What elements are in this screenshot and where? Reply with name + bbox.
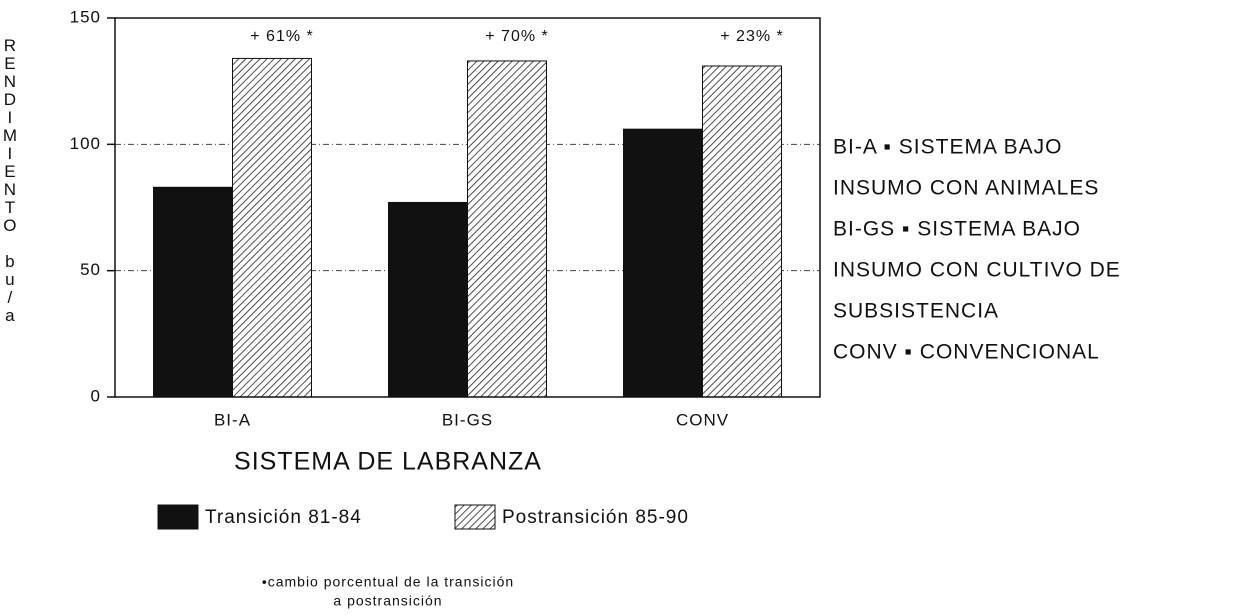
plot-frame: [114, 17, 821, 398]
bar: [702, 65, 782, 398]
footnote: •cambio porcentual de la transición: [262, 574, 514, 590]
footnote: a postransición: [333, 593, 442, 609]
note: INSUMO CON CULTIVO DE: [833, 259, 1121, 282]
annotation: + 70% *: [485, 28, 548, 45]
bar: [623, 128, 703, 398]
bar: [467, 60, 547, 398]
legend-label: Postransición 85-90: [502, 507, 689, 528]
x-tick-label: BI-GS: [442, 410, 493, 429]
bar: [388, 201, 468, 398]
note: BI-GS ▪ SISTEMA BAJO: [833, 218, 1081, 241]
note: CONV ▪ CONVENCIONAL: [833, 341, 1100, 364]
note: SUBSISTENCIA: [833, 300, 999, 323]
y-axis-label: RENDIMIENTO bu/a: [0, 36, 20, 324]
y-tick-label: 150: [70, 7, 101, 26]
bar: [232, 57, 312, 398]
y-tick-label: 0: [91, 386, 101, 405]
legend-swatch: [157, 504, 199, 530]
annotation: + 61% *: [250, 28, 313, 45]
annotation: + 23% *: [720, 28, 783, 45]
note: BI-A ▪ SISTEMA BAJO: [833, 136, 1063, 159]
bar: [153, 186, 233, 398]
y-tick-label: 100: [70, 134, 101, 153]
x-axis-label: SISTEMA DE LABRANZA: [234, 448, 542, 476]
x-tick-label: BI-A: [214, 410, 251, 429]
legend-label: Transición 81-84: [205, 507, 362, 528]
y-tick-label: 50: [80, 260, 101, 279]
x-tick-label: CONV: [676, 410, 729, 429]
legend-swatch: [454, 504, 496, 530]
note: INSUMO CON ANIMALES: [833, 177, 1099, 200]
